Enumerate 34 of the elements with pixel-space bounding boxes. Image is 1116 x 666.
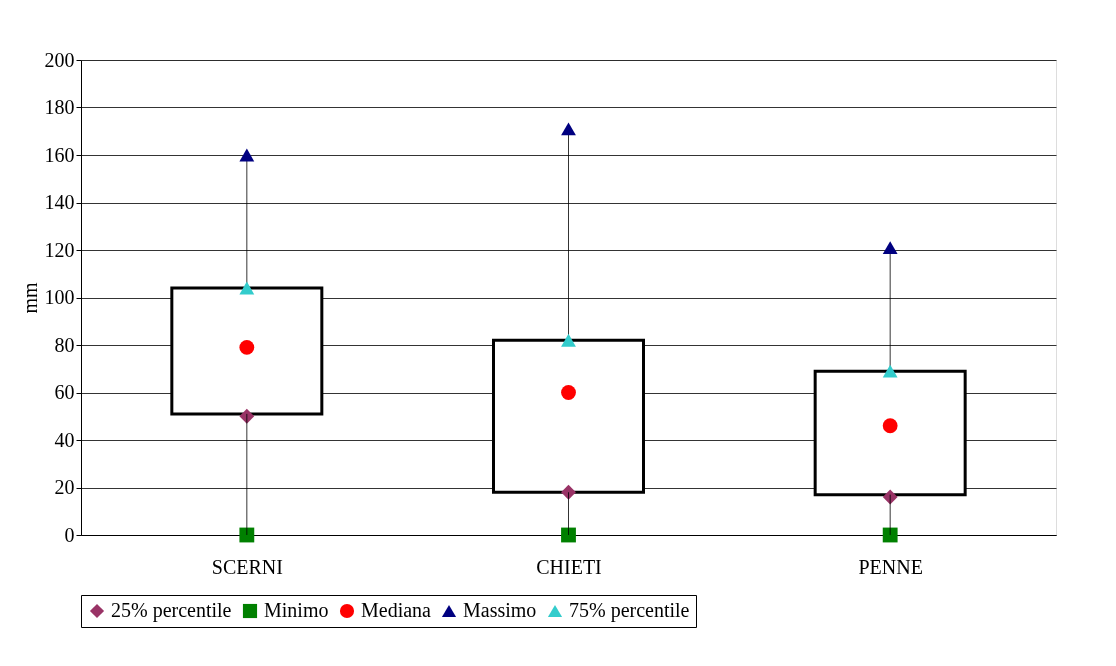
point (239, 527, 255, 543)
point (239, 148, 255, 162)
point (239, 281, 255, 295)
y-tick-label: 20 (54, 476, 75, 498)
y-tick-label: 40 (54, 428, 75, 451)
y-tick-label: 0 (64, 523, 75, 546)
legend-label: Minimo (264, 599, 329, 621)
point (561, 484, 576, 500)
y-tick-label: 60 (54, 381, 75, 403)
x-tick-label: PENNE (858, 555, 923, 578)
y-tick-label: 140 (44, 191, 75, 213)
point (561, 385, 576, 400)
point (882, 241, 898, 255)
legend-label: Massimo (463, 599, 537, 621)
y-axis-title: mm (18, 282, 41, 314)
point (561, 333, 576, 347)
point (882, 418, 898, 434)
x-tick-label: CHIETI (536, 555, 602, 578)
point (882, 364, 898, 378)
point (239, 339, 255, 355)
legend-label: 25% percentile (111, 599, 232, 622)
x-tick-label: SCERNI (211, 555, 283, 578)
legend-label: 75% percentile (569, 599, 690, 622)
point (882, 527, 898, 543)
legend-label: Mediana (361, 599, 432, 621)
y-tick-label: 180 (44, 96, 75, 118)
y-tick-label: 200 (44, 48, 75, 71)
point (561, 527, 576, 543)
point (561, 122, 576, 136)
point (882, 489, 898, 505)
y-tick-label: 120 (44, 238, 75, 261)
y-tick-label: 160 (44, 143, 75, 166)
y-tick-label: 100 (44, 286, 75, 308)
y-tick-label: 80 (54, 333, 75, 356)
